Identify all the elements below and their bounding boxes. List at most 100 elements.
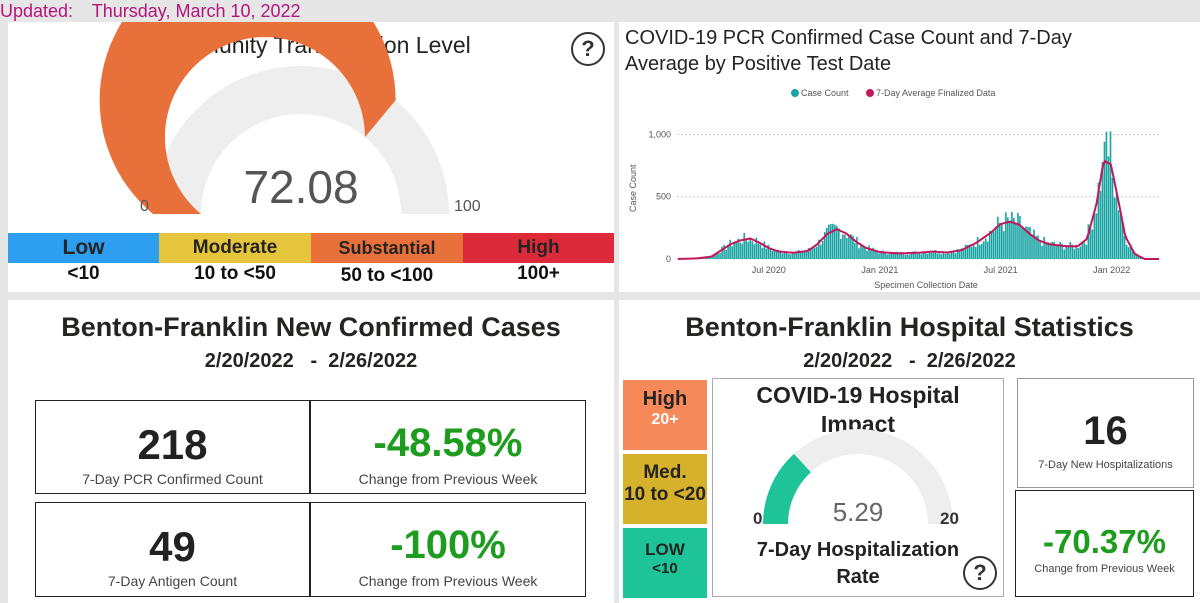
hosp-level-high-range: 20+	[651, 411, 679, 428]
case-count-bar	[783, 253, 786, 259]
case-count-bar	[727, 245, 729, 259]
cases-date-range: 2/20/2022 - 2/26/2022	[204, 350, 418, 372]
case-count-bar	[1031, 234, 1033, 259]
new-hosp-card: 16 7-Day New Hospitalizations	[1017, 378, 1194, 488]
help-icon[interactable]: ?	[571, 32, 605, 66]
hosp-level-med-name: Med.	[643, 462, 687, 483]
hospital-panel: Benton-Franklin Hospital Statistics 2/20…	[619, 300, 1200, 603]
case-count-bar	[966, 245, 969, 259]
transmission-panel: Community Transmission Level ? 72.08 0 1…	[8, 22, 614, 292]
case-count-bar	[741, 243, 744, 259]
legend-avg-marker	[866, 89, 874, 97]
hosp-level-low-range: <10	[652, 560, 678, 577]
case-count-bar	[990, 232, 993, 259]
case-count-bar	[1107, 156, 1110, 259]
hospital-title: Benton-Franklin Hospital Statistics	[685, 312, 1134, 342]
case-count-bar	[972, 244, 975, 259]
case-count-bar	[787, 253, 790, 259]
hosp-level-med-range: 10 to <20	[624, 484, 706, 505]
case-count-bar	[870, 249, 872, 259]
case-count-bar	[1111, 178, 1114, 259]
case-count-bar	[1081, 241, 1084, 259]
help-icon[interactable]: ?	[963, 556, 997, 590]
case-count-bar	[888, 253, 890, 259]
case-count-bar	[1007, 217, 1009, 259]
case-count-bar	[759, 244, 762, 259]
hosp-gauge-track	[763, 429, 953, 524]
case-count-bar	[801, 251, 804, 259]
case-count-bar	[1003, 231, 1005, 259]
case-count-bar	[918, 252, 921, 259]
case-count-bar	[1065, 246, 1068, 259]
case-count-bar	[1019, 216, 1021, 259]
case-count-bar	[1077, 248, 1080, 259]
case-count-bar	[829, 223, 832, 259]
case-count-bar	[807, 248, 810, 259]
case-count-bar	[1095, 213, 1098, 259]
case-count-bar	[1029, 226, 1031, 259]
case-count-bar	[1063, 249, 1066, 259]
case-count-bar	[968, 244, 971, 259]
case-count-bar	[986, 241, 989, 259]
hospital-date-range: 2/20/2022 - 2/26/2022	[803, 350, 1016, 372]
case-count-bar	[1121, 222, 1124, 259]
case-count-bar	[777, 249, 780, 259]
pcr-count-label: 7-Day PCR Confirmed Count	[82, 471, 263, 487]
case-count-bar	[803, 251, 806, 259]
cases-panel: Benton-Franklin New Confirmed Cases 2/20…	[8, 300, 614, 603]
case-count-bar	[1053, 241, 1055, 259]
case-count-bar	[1135, 253, 1138, 259]
chart-title: COVID-19 PCR Confirmed Case Count and 7-…	[625, 25, 1072, 77]
case-count-bar	[791, 252, 794, 259]
gauge-max-label: 100	[454, 198, 481, 215]
case-count-bar	[1041, 246, 1043, 259]
case-count-bar	[1045, 242, 1047, 259]
case-count-bar	[715, 253, 717, 259]
case-count-bar	[743, 232, 746, 259]
case-count-bar	[751, 241, 754, 259]
case-count-bars	[679, 131, 1144, 259]
case-count-bar	[711, 256, 713, 259]
case-count-bar	[795, 251, 798, 259]
gauge-min-label: 0	[140, 198, 149, 215]
case-count-bar	[1083, 242, 1086, 259]
case-count-bar	[747, 241, 750, 259]
case-count-bar	[856, 236, 858, 259]
case-count-bar	[950, 251, 953, 259]
case-count-bar	[1113, 197, 1116, 259]
case-count-bar	[964, 244, 967, 259]
level-range-substantial: 50 to <100	[340, 265, 434, 286]
case-count-bar	[1059, 241, 1061, 259]
hosp-level-low-name: LOW	[645, 540, 685, 559]
case-count-bar	[904, 254, 907, 259]
case-count-bar	[956, 249, 959, 259]
case-count-bar	[1021, 228, 1023, 259]
case-count-bar	[846, 238, 848, 259]
case-count-bar	[739, 242, 741, 259]
case-count-bar	[1131, 250, 1134, 259]
level-range-moderate: 10 to <50	[194, 263, 276, 284]
case-count-bar	[1073, 248, 1076, 259]
case-count-bar	[1119, 214, 1122, 259]
case-count-bar	[749, 237, 752, 259]
case-count-bar	[809, 248, 812, 259]
antigen-change-value: -100%	[390, 523, 506, 567]
case-count-bar	[924, 252, 927, 259]
case-count-bar	[827, 224, 830, 259]
case-count-bar	[1105, 131, 1108, 259]
case-count-bar	[980, 244, 983, 259]
case-count-bar	[833, 224, 836, 259]
case-count-bar	[946, 252, 949, 259]
case-count-bar	[910, 252, 913, 259]
case-count-bar	[874, 250, 876, 259]
case-count-bar	[942, 251, 945, 259]
case-count-bar	[1137, 256, 1140, 259]
case-count-bar	[976, 236, 979, 259]
case-count-bar	[755, 237, 758, 259]
case-count-bar	[1089, 224, 1092, 259]
hosp-gauge-max: 20	[940, 509, 959, 528]
case-count-bar	[994, 226, 997, 259]
case-count-bar	[1075, 244, 1078, 259]
level-band-low: Low	[8, 233, 159, 263]
x-tick-label: Jul 2021	[984, 265, 1018, 275]
